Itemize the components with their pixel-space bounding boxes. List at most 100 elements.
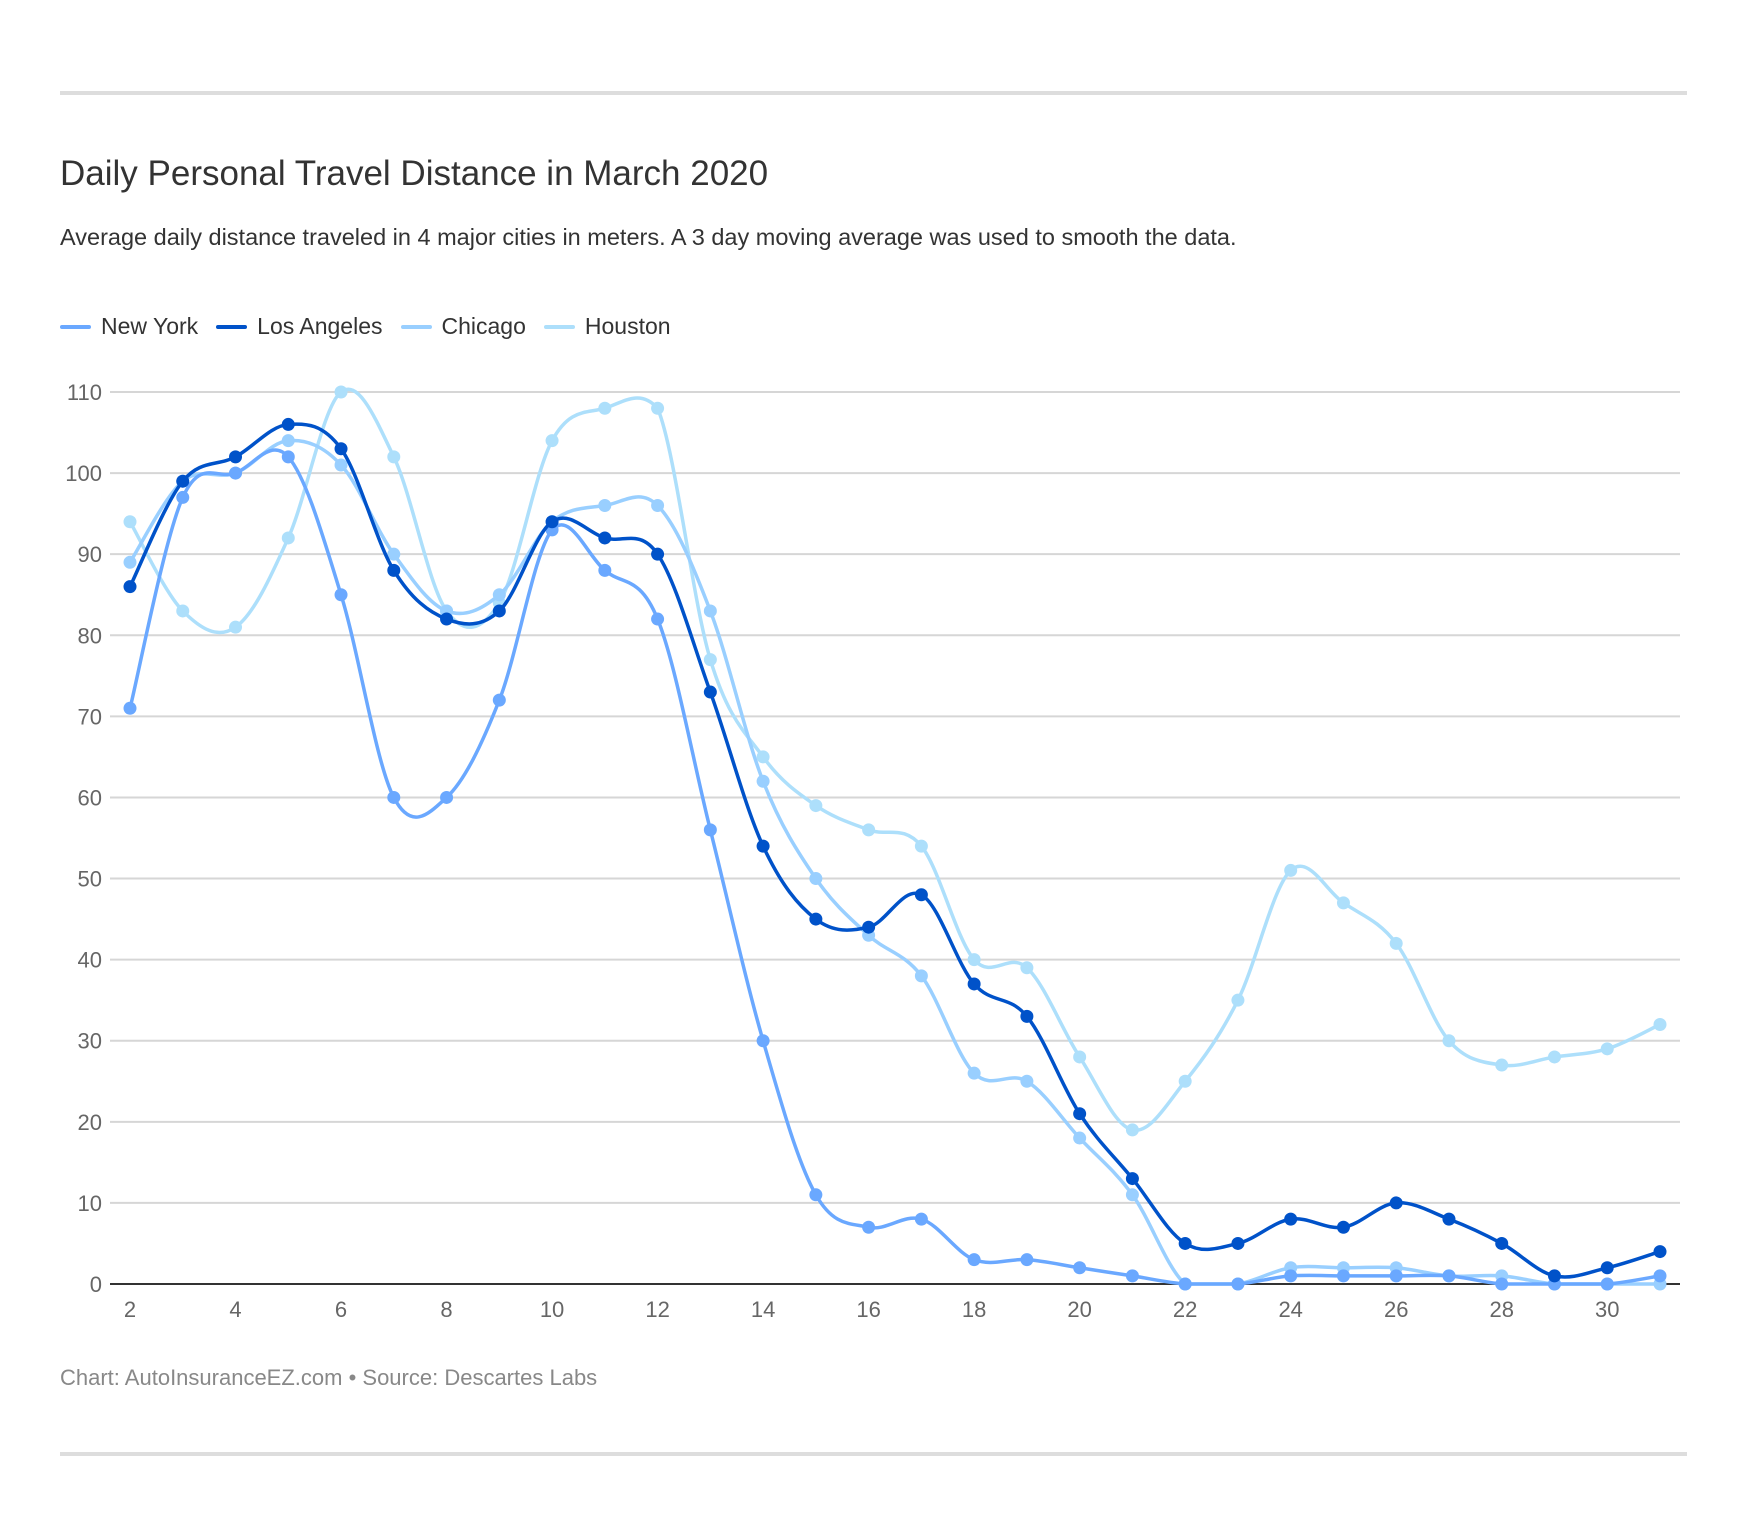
data-point [1600, 1042, 1614, 1056]
top-divider [60, 91, 1687, 95]
y-tick-label: 60 [78, 785, 102, 810]
data-point [1178, 1277, 1192, 1291]
data-point [1231, 1277, 1245, 1291]
data-point [1284, 1269, 1298, 1283]
x-tick-label: 20 [1067, 1297, 1091, 1322]
data-point [703, 685, 717, 699]
data-point [598, 499, 612, 513]
data-point [334, 458, 348, 472]
data-point [440, 790, 454, 804]
data-point [387, 790, 401, 804]
data-point [123, 701, 137, 715]
data-point [492, 693, 506, 707]
x-tick-label: 22 [1173, 1297, 1197, 1322]
x-tick-label: 6 [335, 1297, 347, 1322]
data-point [651, 401, 665, 415]
data-point [1336, 896, 1350, 910]
x-tick-label: 28 [1489, 1297, 1513, 1322]
data-point [1020, 961, 1034, 975]
data-point [1653, 1269, 1667, 1283]
legend-item[interactable]: Houston [543, 313, 671, 340]
legend-item[interactable]: New York [60, 313, 198, 340]
data-point [176, 490, 190, 504]
y-tick-label: 110 [67, 380, 102, 405]
data-point [1442, 1212, 1456, 1226]
data-point [967, 1253, 981, 1267]
data-point [1547, 1269, 1561, 1283]
data-point [809, 912, 823, 926]
data-point [756, 750, 770, 764]
data-point [1073, 1261, 1087, 1275]
data-point [1442, 1034, 1456, 1048]
data-point [492, 588, 506, 602]
y-tick-label: 70 [78, 704, 102, 729]
data-point [1495, 1058, 1509, 1072]
data-point [1020, 1074, 1034, 1088]
data-point [123, 515, 137, 529]
data-point [1125, 1188, 1139, 1202]
data-point [1231, 1236, 1245, 1250]
data-point [967, 953, 981, 967]
data-point [703, 604, 717, 618]
y-tick-label: 20 [78, 1110, 102, 1135]
data-point [334, 442, 348, 456]
x-tick-label: 18 [962, 1297, 986, 1322]
data-point [176, 474, 190, 488]
series-line-new-york [128, 448, 1661, 1286]
data-point [545, 515, 559, 529]
x-tick-label: 14 [751, 1297, 775, 1322]
data-point [440, 612, 454, 626]
data-point [1389, 936, 1403, 950]
data-point [1125, 1123, 1139, 1137]
data-point [1178, 1236, 1192, 1250]
y-tick-label: 90 [78, 542, 102, 567]
data-point [914, 839, 928, 853]
x-tick-label: 10 [540, 1297, 564, 1322]
data-point [1284, 863, 1298, 877]
data-point [123, 555, 137, 569]
data-point [1442, 1269, 1456, 1283]
data-point [1073, 1131, 1087, 1145]
data-point [914, 1212, 928, 1226]
data-point [281, 434, 295, 448]
data-point [703, 653, 717, 667]
data-point [123, 580, 137, 594]
data-point [492, 604, 506, 618]
x-tick-label: 2 [124, 1297, 136, 1322]
data-point [1073, 1107, 1087, 1121]
chart-title: Daily Personal Travel Distance in March … [60, 154, 769, 193]
data-point [281, 417, 295, 431]
data-point [387, 450, 401, 464]
legend-label: New York [101, 313, 199, 339]
data-point [1125, 1172, 1139, 1186]
x-tick-label: 26 [1384, 1297, 1408, 1322]
data-point [1020, 1253, 1034, 1267]
legend-item[interactable]: Chicago [400, 313, 526, 340]
legend-swatch [60, 324, 91, 329]
x-tick-label: 16 [856, 1297, 880, 1322]
data-point [598, 401, 612, 415]
data-point [387, 547, 401, 561]
data-point [281, 531, 295, 545]
data-point [914, 969, 928, 983]
chart-footer: Chart: AutoInsuranceEZ.com • Source: Des… [60, 1365, 598, 1390]
y-tick-label: 50 [78, 867, 102, 892]
data-point [1495, 1277, 1509, 1291]
y-tick-label: 10 [78, 1191, 102, 1216]
data-point [229, 450, 243, 464]
data-point [1600, 1277, 1614, 1291]
data-point [1495, 1236, 1509, 1250]
data-point [756, 1034, 770, 1048]
data-point [703, 823, 717, 837]
legend-label: Chicago [441, 313, 526, 339]
x-tick-label: 8 [440, 1297, 452, 1322]
x-tick-label: 4 [229, 1297, 241, 1322]
data-point [1336, 1269, 1350, 1283]
legend-label: Houston [584, 313, 671, 339]
data-point [1073, 1050, 1087, 1064]
data-point [651, 499, 665, 513]
data-point [229, 466, 243, 480]
data-point [809, 799, 823, 813]
legend-item[interactable]: Los Angeles [216, 313, 383, 340]
